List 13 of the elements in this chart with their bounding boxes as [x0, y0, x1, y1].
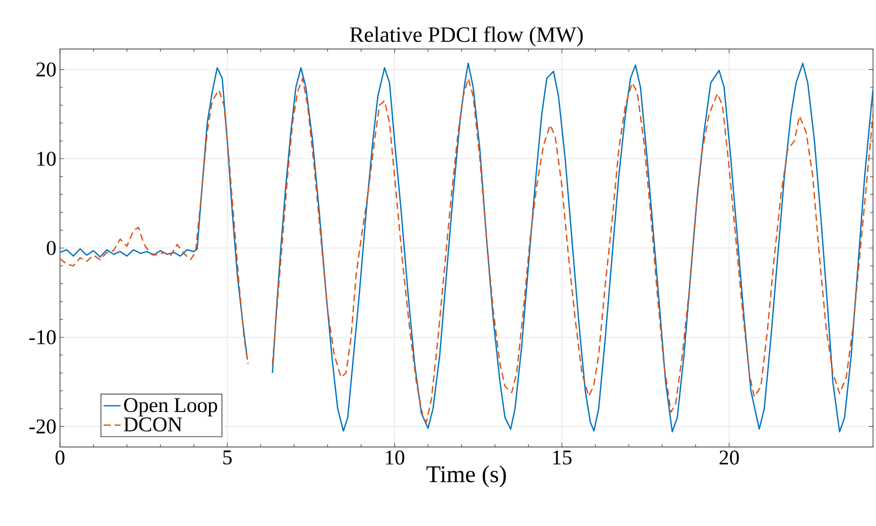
x-tick-label: 10	[386, 450, 404, 465]
legend-label: Open Loop	[124, 398, 218, 416]
y-tick-label: 0	[46, 240, 56, 256]
x-tick-label: 5	[223, 450, 232, 464]
legend-label: DCON	[124, 417, 182, 432]
y-tick-label: -10	[29, 330, 56, 344]
x-tick-label: 15	[553, 450, 572, 465]
x-axis-title: Time (s)	[426, 465, 506, 488]
y-tick-label: -20	[29, 419, 56, 434]
x-tick-label: 20	[720, 450, 739, 465]
y-tick-label: 10	[37, 152, 56, 166]
chart-title: Relative PDCI flow (MW)	[350, 26, 583, 46]
y-tick-label: 20	[36, 62, 56, 77]
